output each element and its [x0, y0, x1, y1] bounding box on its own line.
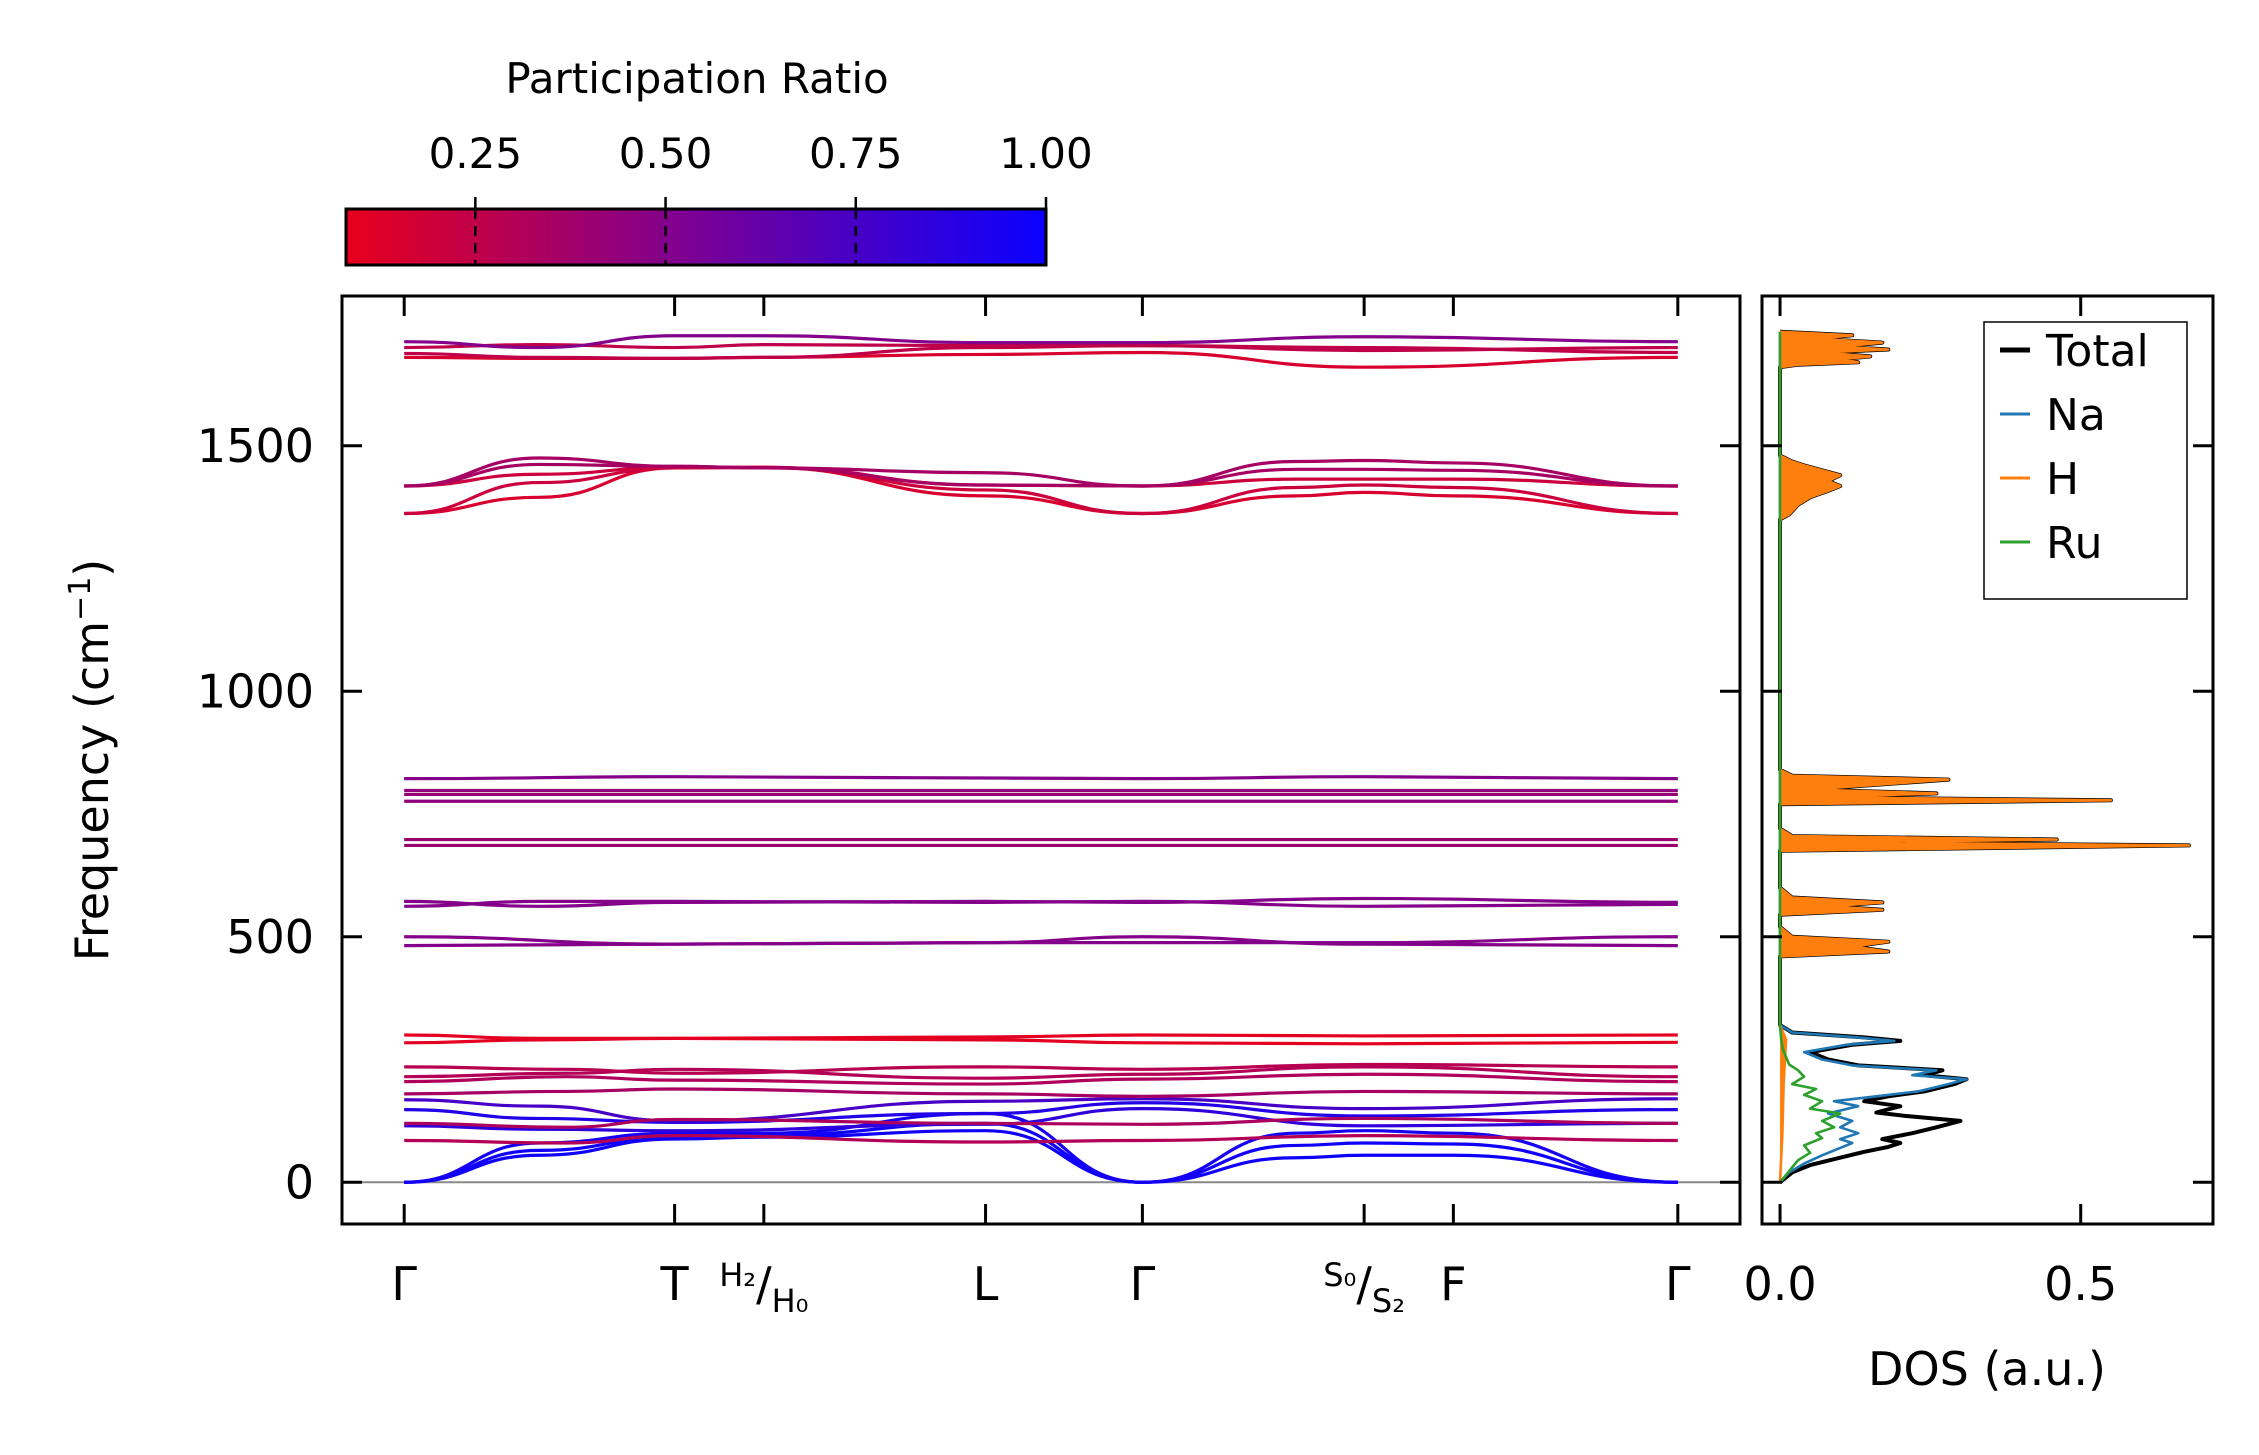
phonon-band: [404, 1097, 1678, 1123]
phonon-band: [404, 775, 1678, 781]
colorbar: Participation Ratio 0.25 0.50 0.75 1.00: [344, 54, 1093, 267]
dos-frame: [1760, 294, 2215, 1226]
colorbar-tick-label: 0.75: [809, 129, 903, 178]
dos-legend: Total Na H Ru: [1983, 321, 2188, 600]
phonon-band: [404, 1129, 1678, 1184]
dos-x-tick-label: 0.0: [1743, 1257, 1816, 1311]
x-tick-label: Γ: [1130, 1257, 1156, 1311]
phonon-band: [404, 1033, 1678, 1041]
legend-items: Total Na H Ru: [2000, 326, 2149, 569]
x-tick-label: S₀/S₂: [1323, 1256, 1405, 1320]
colorbar-tick-label: 0.50: [619, 129, 713, 178]
x-tick-label: H₂/H₀: [719, 1256, 808, 1320]
colorbar-gradient: [344, 207, 1048, 267]
legend-label: H: [2046, 454, 2079, 505]
colorbar-tick-label: 0.25: [429, 129, 523, 178]
x-axis-ticks: Γ T H₂/H₀ L Γ S₀/S₂ F Γ: [391, 296, 1691, 1320]
dos-panel: 0.0 0.5 DOS (a.u.) Total Na H Ru: [1743, 294, 2215, 1396]
dos-x-tick-label: 0.5: [2044, 1257, 2117, 1311]
phonon-bands: [404, 334, 1678, 1184]
legend-label: Na: [2046, 390, 2106, 441]
y-axis-label-close: ): [65, 559, 119, 577]
colorbar-ticks: [474, 197, 1048, 265]
phonon-band: [404, 1062, 1678, 1075]
y-axis-ticks: 0 500 1000 1500: [197, 419, 1740, 1209]
x-tick-label: Γ: [391, 1257, 417, 1311]
y-tick-label: 0: [285, 1155, 314, 1209]
phonon-band: [404, 1134, 1678, 1145]
phonon-band: [404, 462, 1678, 488]
dos-line-na: [1778, 331, 1968, 1184]
colorbar-tick-labels: 0.25 0.50 0.75 1.00: [429, 129, 1093, 178]
x-tick-label: F: [1440, 1257, 1466, 1311]
colorbar-title: Participation Ratio: [505, 54, 888, 103]
phonon-band: [404, 1065, 1678, 1080]
y-tick-label: 1500: [197, 419, 314, 473]
band-structure-frame: [340, 294, 1742, 1226]
phonon-band: [404, 1116, 1678, 1129]
y-tick-label: 1000: [197, 664, 314, 718]
phonon-band: [404, 1101, 1678, 1124]
x-tick-label: L: [973, 1257, 999, 1311]
phonon-band: [404, 350, 1678, 369]
y-axis-label-text: Frequency (cm: [65, 621, 119, 961]
dos-x-axis-label: DOS (a.u.): [1868, 1342, 2106, 1396]
y-tick-label: 500: [226, 910, 314, 964]
phonon-band: [404, 935, 1678, 946]
phonon-band: [404, 899, 1678, 908]
dos-line-h: [1778, 330, 2191, 1183]
band-structure-panel: 0 500 1000 1500 Γ T H₂/H₀ L Γ S₀/S₂ F Γ Frequency …: [63, 294, 1742, 1320]
phonon-band: [404, 1121, 1678, 1184]
legend-frame: [1983, 321, 2188, 600]
phonon-band: [404, 343, 1678, 360]
phonon-band: [404, 465, 1678, 516]
dos-axis-ticks: 0.0 0.5: [1743, 296, 2213, 1311]
phonon-band: [404, 456, 1678, 488]
phonon-band: [404, 1087, 1678, 1098]
phonon-band: [404, 334, 1678, 350]
colorbar-tick-label: 1.00: [999, 129, 1093, 178]
y-axis-label: Frequency (cm−1): [63, 559, 119, 962]
y-axis-label-superscript: −1: [63, 577, 98, 621]
dos-line-ru: [1778, 331, 1842, 1184]
phonon-band: [404, 465, 1678, 516]
x-tick-label: Γ: [1665, 1257, 1691, 1311]
phonon-band: [404, 1072, 1678, 1086]
legend-label: Total: [2045, 326, 2149, 377]
dos-series: [1778, 329, 2191, 1184]
legend-label: Ru: [2046, 518, 2102, 569]
x-tick-label: T: [660, 1257, 690, 1311]
